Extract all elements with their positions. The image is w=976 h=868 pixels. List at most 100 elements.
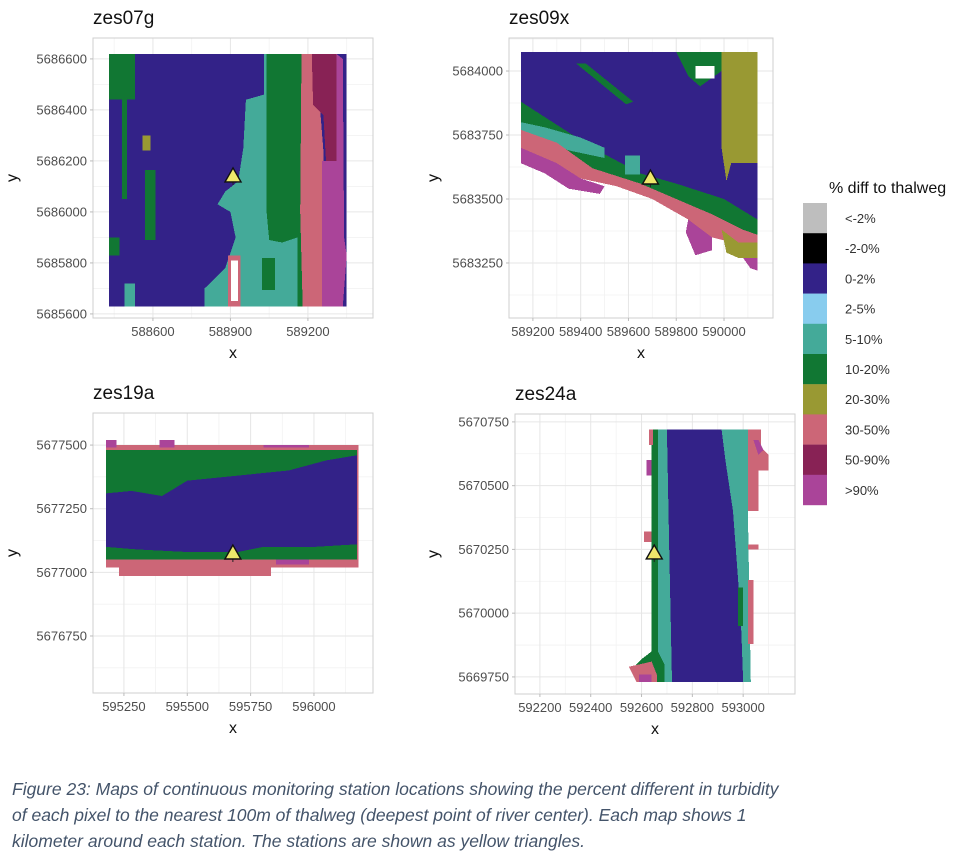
legend-label: >90% — [845, 483, 879, 498]
raster-region-10-20- — [261, 257, 275, 290]
raster-region--90- — [106, 440, 117, 448]
caption-line: Figure 23: Maps of continuous monitoring… — [12, 779, 779, 799]
y-tick-label: 5686200 — [36, 153, 87, 168]
raster-region--90- — [743, 257, 758, 271]
legend-swatch — [803, 233, 827, 264]
raster-region-no-data — [695, 65, 715, 79]
x-tick-label: 595500 — [166, 699, 209, 714]
figure-caption: Figure 23: Maps of continuous monitoring… — [12, 776, 962, 854]
raster-region-20-30- — [721, 229, 758, 258]
legend-swatch — [803, 384, 827, 415]
panel-border — [92, 37, 374, 319]
station-triangle-marker — [645, 543, 664, 560]
legend-swatch — [803, 293, 827, 324]
x-tick-label: 595250 — [102, 699, 145, 714]
x-tick-label: 589400 — [559, 324, 602, 339]
legend-label: 10-20% — [845, 362, 890, 377]
legend-label: 30-50% — [845, 422, 890, 437]
x-tick-label: 588900 — [209, 324, 252, 339]
raster-region-30-50- — [748, 544, 759, 550]
y-tick-label: 5683250 — [452, 255, 503, 270]
legend-swatch — [803, 414, 827, 445]
legend-swatch — [803, 203, 827, 234]
raster-region-10-20- — [109, 237, 120, 256]
raster-region-30-50- — [520, 129, 758, 251]
raster-region--90- — [322, 53, 347, 307]
x-tick-label: 596000 — [292, 699, 335, 714]
x-tick-label: 590000 — [702, 324, 745, 339]
legend-label: 2-5% — [845, 302, 876, 317]
legend-swatch — [803, 354, 827, 385]
legend-swatch — [803, 323, 827, 355]
x-axis-label: x — [637, 345, 645, 362]
raster-layer — [520, 52, 758, 271]
raster-region--90- — [263, 445, 309, 448]
x-tick-label: 589800 — [655, 324, 698, 339]
raster-region--90- — [753, 439, 764, 456]
y-axis-label: y — [425, 174, 442, 182]
x-tick-label: 593000 — [721, 700, 764, 715]
raster-region-10-20- — [738, 587, 744, 626]
raster-region-10-20- — [520, 101, 758, 235]
raster-layer — [628, 429, 769, 682]
raster-region-10-20- — [631, 429, 665, 682]
raster-region-5-10- — [124, 283, 135, 307]
map-panel-zes07g: zes07g 588600 588900 589200 5685600 5685800 56… — [4, 8, 374, 362]
y-tick-label: 5670250 — [458, 542, 509, 557]
legend-swatch — [803, 263, 827, 294]
y-tick-label: 5670000 — [458, 606, 509, 621]
x-tick-label: 589200 — [511, 324, 554, 339]
x-axis-label: x — [229, 720, 237, 737]
x-axis-label: x — [229, 345, 237, 362]
legend-label: 20-30% — [845, 392, 890, 407]
station-triangle-marker — [641, 168, 660, 185]
legend: % diff to thalweg <-2% -2-0% 0-2% 2-5% 5-10% 1… — [803, 180, 946, 506]
panel-border — [508, 37, 774, 319]
y-axis-label: y — [425, 550, 442, 558]
panel-title: zes07g — [93, 8, 154, 29]
x-tick-label: 588600 — [131, 324, 174, 339]
legend-swatch — [803, 444, 827, 475]
panel-title: zes19a — [93, 383, 155, 404]
raster-layer — [106, 440, 359, 577]
raster-region-10-20- — [109, 53, 135, 200]
raster-region-30-50- — [300, 53, 324, 307]
station-triangle-marker — [223, 543, 243, 560]
y-tick-label: 5677250 — [36, 501, 87, 516]
legend-label: 5-10% — [845, 332, 883, 347]
raster-region-5-10- — [520, 122, 605, 158]
x-axis-label: x — [651, 721, 659, 738]
legend-swatch — [803, 474, 827, 506]
map-panel-zes19a: zes19a 595250 595500 595750 596000 5676750 567… — [4, 383, 374, 737]
y-tick-label: 5685800 — [36, 255, 87, 270]
raster-region--90- — [646, 460, 652, 476]
y-tick-label: 5685600 — [36, 306, 87, 321]
raster-region-20-30- — [142, 135, 151, 151]
x-tick-label: 589600 — [607, 324, 650, 339]
y-axis-label: y — [4, 174, 21, 182]
y-tick-label: 5683500 — [452, 191, 503, 206]
station-triangle-marker — [223, 166, 243, 183]
y-tick-label: 5676750 — [36, 628, 87, 643]
y-tick-label: 5686600 — [36, 51, 87, 66]
raster-region-10-20- — [575, 63, 634, 105]
raster-region-no-data — [230, 260, 239, 302]
map-panel-zes24a: zes24a 592200 592400 592600 592800 593000 5669… — [425, 384, 796, 738]
x-tick-label: 592800 — [671, 700, 714, 715]
panel-border — [92, 412, 374, 694]
caption-line: kilometer around each station. The stati… — [12, 831, 585, 851]
y-tick-label: 5669750 — [458, 669, 509, 684]
raster-region--90- — [159, 440, 175, 448]
raster-region-30-50- — [118, 567, 271, 577]
raster-region-10-20- — [266, 53, 303, 307]
raster-region-30-50- — [644, 531, 652, 542]
map-panel-zes09x: zes09x 589200 589400 589600 589800 590000 5683… — [425, 8, 774, 362]
y-tick-label: 5686000 — [36, 204, 87, 219]
legend-label: <-2% — [845, 211, 876, 226]
y-tick-label: 5684000 — [452, 64, 503, 79]
legend-label: 0-2% — [845, 271, 876, 286]
legend-title: % diff to thalweg — [829, 180, 946, 197]
y-tick-label: 5686400 — [36, 102, 87, 117]
raster-region-10-20- — [145, 169, 156, 240]
